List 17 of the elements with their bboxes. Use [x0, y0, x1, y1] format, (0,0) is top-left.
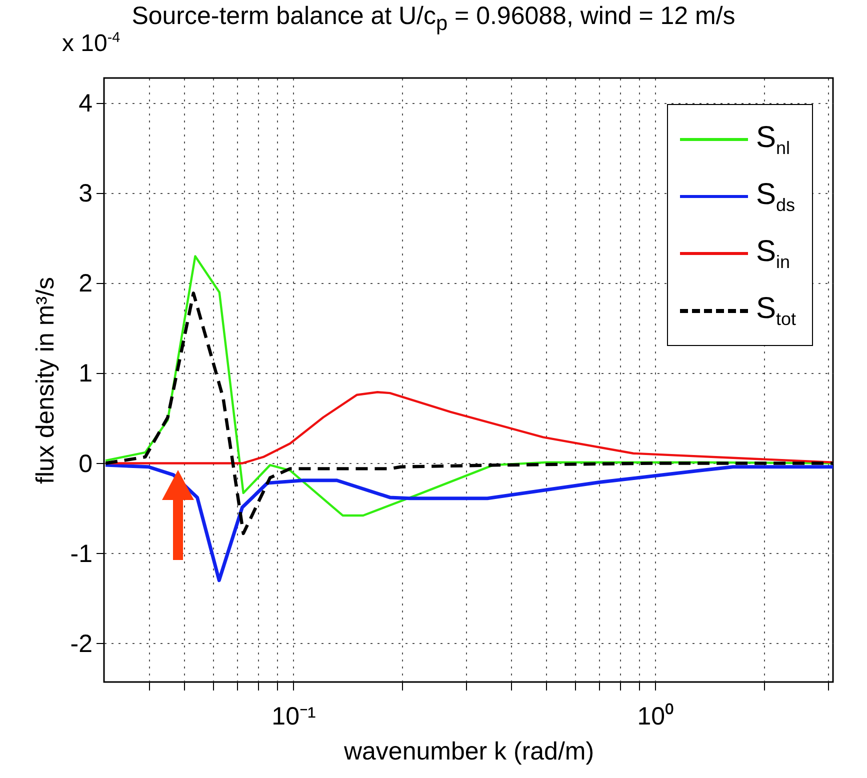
legend-label: S$_{ds}$ [756, 178, 796, 216]
legend-label: S$_{nl}$ [756, 120, 790, 158]
y-tick-label: -1 [70, 540, 92, 568]
y-tick-label: -2 [70, 630, 92, 658]
x-tick-label: 10⁰ [637, 702, 674, 730]
y-axis-title: flux density in m³/s [31, 276, 60, 484]
text: x 10$^{-4}$ [62, 30, 120, 58]
legend-label: S$_{in}$ [756, 234, 790, 272]
y-tick-label: 4 [78, 90, 93, 118]
y-tick-label: 1 [78, 360, 92, 388]
y-tick-label: 2 [78, 270, 92, 298]
y-tick-label: 0 [78, 450, 92, 478]
legend-label: S$_{tot}$ [756, 292, 796, 330]
x-axis-title: wavenumber k (rad/m) [342, 738, 594, 766]
chart-title: Source-term balance at U/c$_{p}$ = 0.96088, wind = 12 m/s [132, 2, 736, 35]
y-tick-label: 3 [78, 180, 92, 208]
x-tick-label: 10⁻¹ [272, 702, 316, 730]
